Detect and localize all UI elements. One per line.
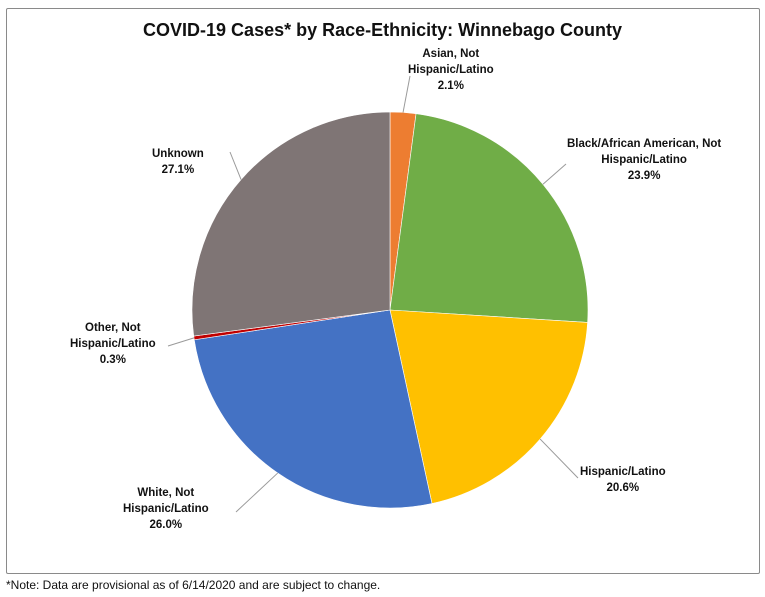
pie-slice-unknown xyxy=(191,111,391,337)
slice-label-hispanic: Hispanic/Latino 20.6% xyxy=(580,466,666,494)
slice-label-white: White, Not Hispanic/Latino 26.0% xyxy=(123,487,209,531)
pie-slice-white xyxy=(193,309,433,509)
pie-slice-black xyxy=(389,113,589,323)
leader-line-black xyxy=(542,163,567,185)
leader-line-asian xyxy=(402,75,411,113)
leader-line-other xyxy=(167,337,195,347)
leader-line-hispanic xyxy=(539,438,579,479)
footnote: *Note: Data are provisional as of 6/14/2… xyxy=(6,578,381,592)
leader-line-white xyxy=(235,472,279,513)
leader-line-unknown xyxy=(229,151,242,180)
slice-label-asian: Asian, Not Hispanic/Latino 2.1% xyxy=(408,48,494,92)
chart-title: COVID-19 Cases* by Race-Ethnicity: Winne… xyxy=(143,20,622,40)
slice-label-unknown: Unknown 27.1% xyxy=(152,148,204,176)
pie-slice-hispanic xyxy=(389,309,588,504)
slice-label-other: Other, Not Hispanic/Latino 0.3% xyxy=(70,322,156,366)
slice-label-black: Black/African American, Not Hispanic/Lat… xyxy=(567,138,722,182)
